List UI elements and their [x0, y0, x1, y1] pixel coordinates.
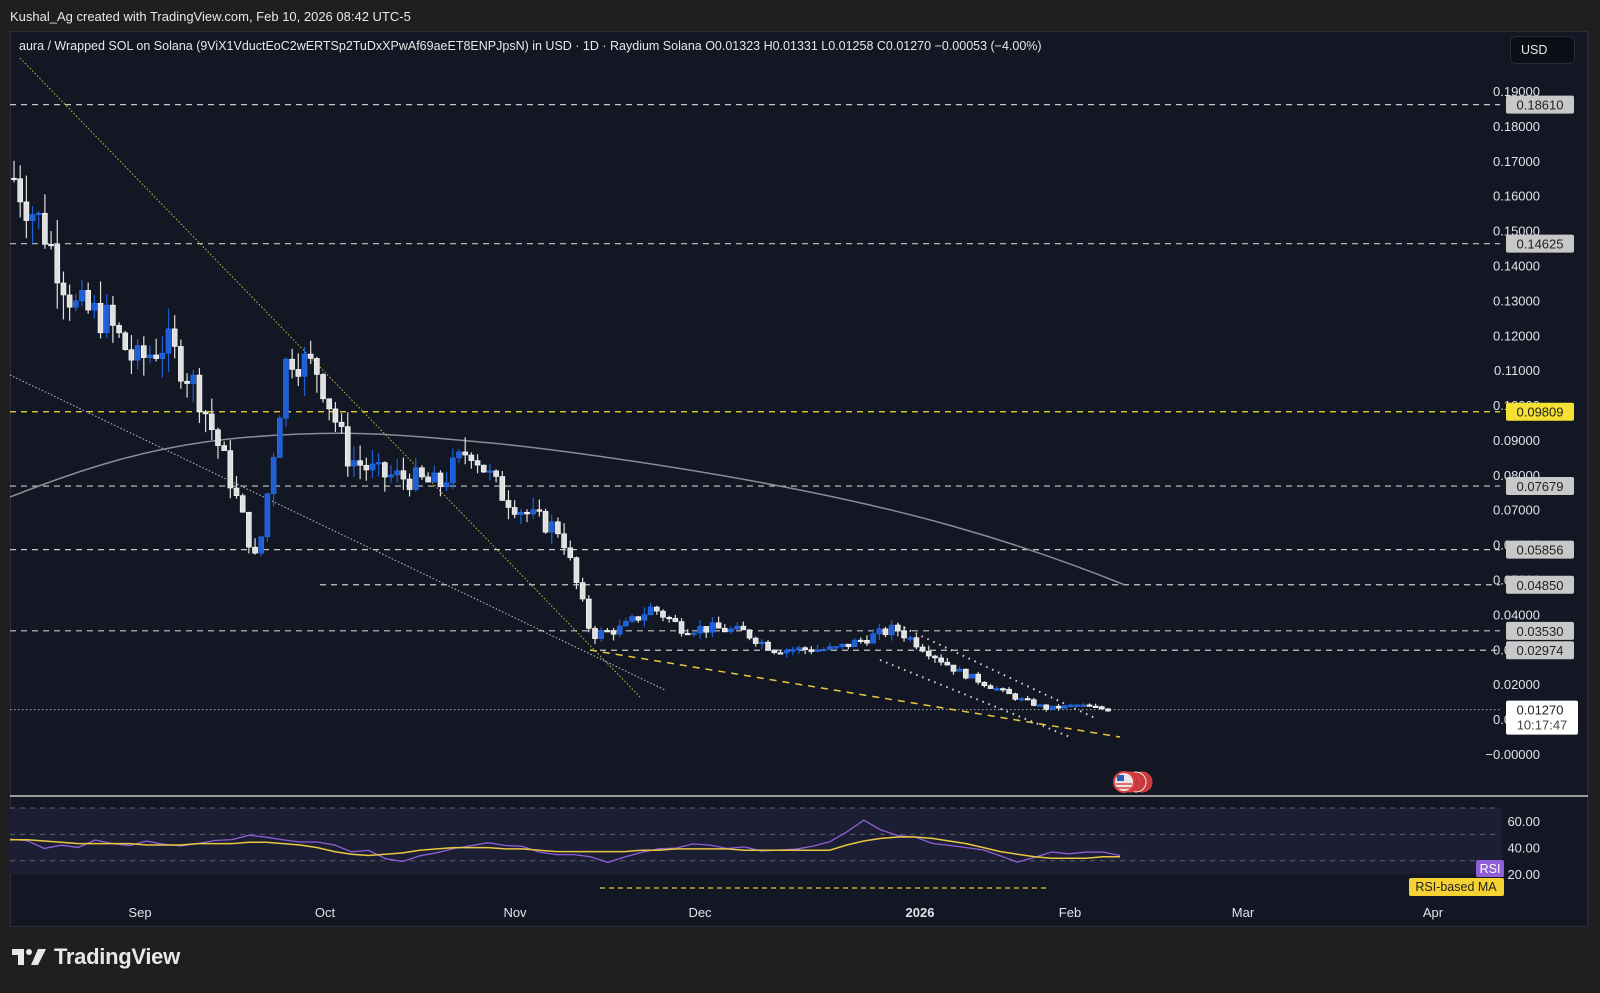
- time-axis[interactable]: Sep Oct Nov Dec 2026 Feb Mar Apr: [128, 905, 1443, 920]
- svg-text:0.05856: 0.05856: [1517, 543, 1564, 558]
- svg-text:RSI-based MA: RSI-based MA: [1415, 880, 1497, 894]
- level-price-tag: 0.18610: [1506, 95, 1574, 114]
- trendlines: [9, 57, 1121, 738]
- price-tick-label: 0.02000: [1493, 677, 1540, 692]
- price-axis[interactable]: 0.190000.180000.170000.160000.150000.140…: [1485, 84, 1540, 882]
- level-price-tag: 0.14625: [1506, 234, 1574, 253]
- level-price-tag: 0.03530: [1506, 621, 1574, 640]
- svg-text:0.04850: 0.04850: [1517, 578, 1564, 593]
- level-price-tag: 0.04850: [1506, 575, 1574, 594]
- svg-text:0.09809: 0.09809: [1517, 405, 1564, 420]
- level-price-tag: 0.05856: [1506, 540, 1574, 559]
- tradingview-logo-icon: [12, 949, 46, 965]
- time-tick-label: Nov: [503, 905, 527, 920]
- horizontal-levels: [10, 104, 1500, 711]
- price-tick-label: 0.11000: [1494, 363, 1540, 378]
- price-tick-label: 0.18000: [1493, 119, 1540, 134]
- svg-text:0.03530: 0.03530: [1517, 624, 1564, 639]
- svg-text:0.18610: 0.18610: [1517, 98, 1564, 113]
- price-tick-label: 0.17000: [1493, 154, 1540, 169]
- price-tick-label: −0.00000: [1485, 747, 1540, 762]
- level-price-tag: 0.02974: [1506, 641, 1574, 660]
- rsi-tick-label: 60.00: [1507, 814, 1540, 829]
- rsi-ma-label: RSI-based MA: [1409, 878, 1504, 896]
- time-tick-label: Mar: [1232, 905, 1255, 920]
- economic-event-icons[interactable]: [1113, 771, 1153, 793]
- price-tick-label: 0.16000: [1493, 189, 1540, 204]
- price-tick-label: 0.14000: [1493, 258, 1540, 273]
- rsi-pane: [9, 807, 1500, 889]
- svg-text:0.02974: 0.02974: [1517, 643, 1564, 658]
- candlestick-series: [11, 160, 1111, 712]
- price-tick-label: 0.04000: [1493, 607, 1540, 622]
- rsi-band-fill: [10, 808, 1502, 874]
- time-tick-label: Dec: [688, 905, 712, 920]
- price-tick-label: 0.12000: [1493, 328, 1540, 343]
- svg-text:RSI: RSI: [1480, 862, 1501, 876]
- currency-button[interactable]: USD: [1510, 36, 1575, 64]
- time-tick-label: Sep: [128, 905, 151, 920]
- rsi-tick-label: 20.00: [1507, 867, 1540, 882]
- svg-text:0.01270: 0.01270: [1517, 703, 1564, 718]
- svg-text:0.14625: 0.14625: [1517, 237, 1564, 252]
- moving-average-line: [9, 432, 1126, 586]
- rsi-tick-label: 40.00: [1507, 841, 1540, 856]
- price-tick-label: 0.13000: [1493, 293, 1540, 308]
- tradingview-wordmark: TradingView: [54, 944, 180, 969]
- price-tick-label: 0.19000: [1493, 84, 1540, 99]
- price-tick-label: 0.07000: [1493, 503, 1540, 518]
- tradingview-logo[interactable]: TradingView: [12, 944, 180, 970]
- level-price-tag: 0.07679: [1506, 477, 1574, 496]
- price-tick-label: 0.09000: [1493, 433, 1540, 448]
- svg-text:0.07679: 0.07679: [1517, 479, 1564, 494]
- chart-credit: Kushal_Ag created with TradingView.com, …: [10, 9, 411, 24]
- rsi-ma-line: [10, 836, 1120, 859]
- symbol-legend: aura / Wrapped SOL on Solana (9ViX1Vduct…: [19, 39, 1042, 53]
- level-price-tag: 0.09809: [1506, 402, 1574, 421]
- time-tick-label: 2026: [906, 905, 935, 920]
- svg-text:10:17:47: 10:17:47: [1517, 718, 1568, 733]
- time-tick-label: Oct: [315, 905, 336, 920]
- time-tick-label: Apr: [1423, 905, 1444, 920]
- rsi-label: RSI: [1476, 860, 1504, 877]
- time-tick-label: Feb: [1059, 905, 1081, 920]
- price-tags: 0.18610 0.14625 0.09809 0.07679 0.05856 0.048…: [1409, 95, 1578, 896]
